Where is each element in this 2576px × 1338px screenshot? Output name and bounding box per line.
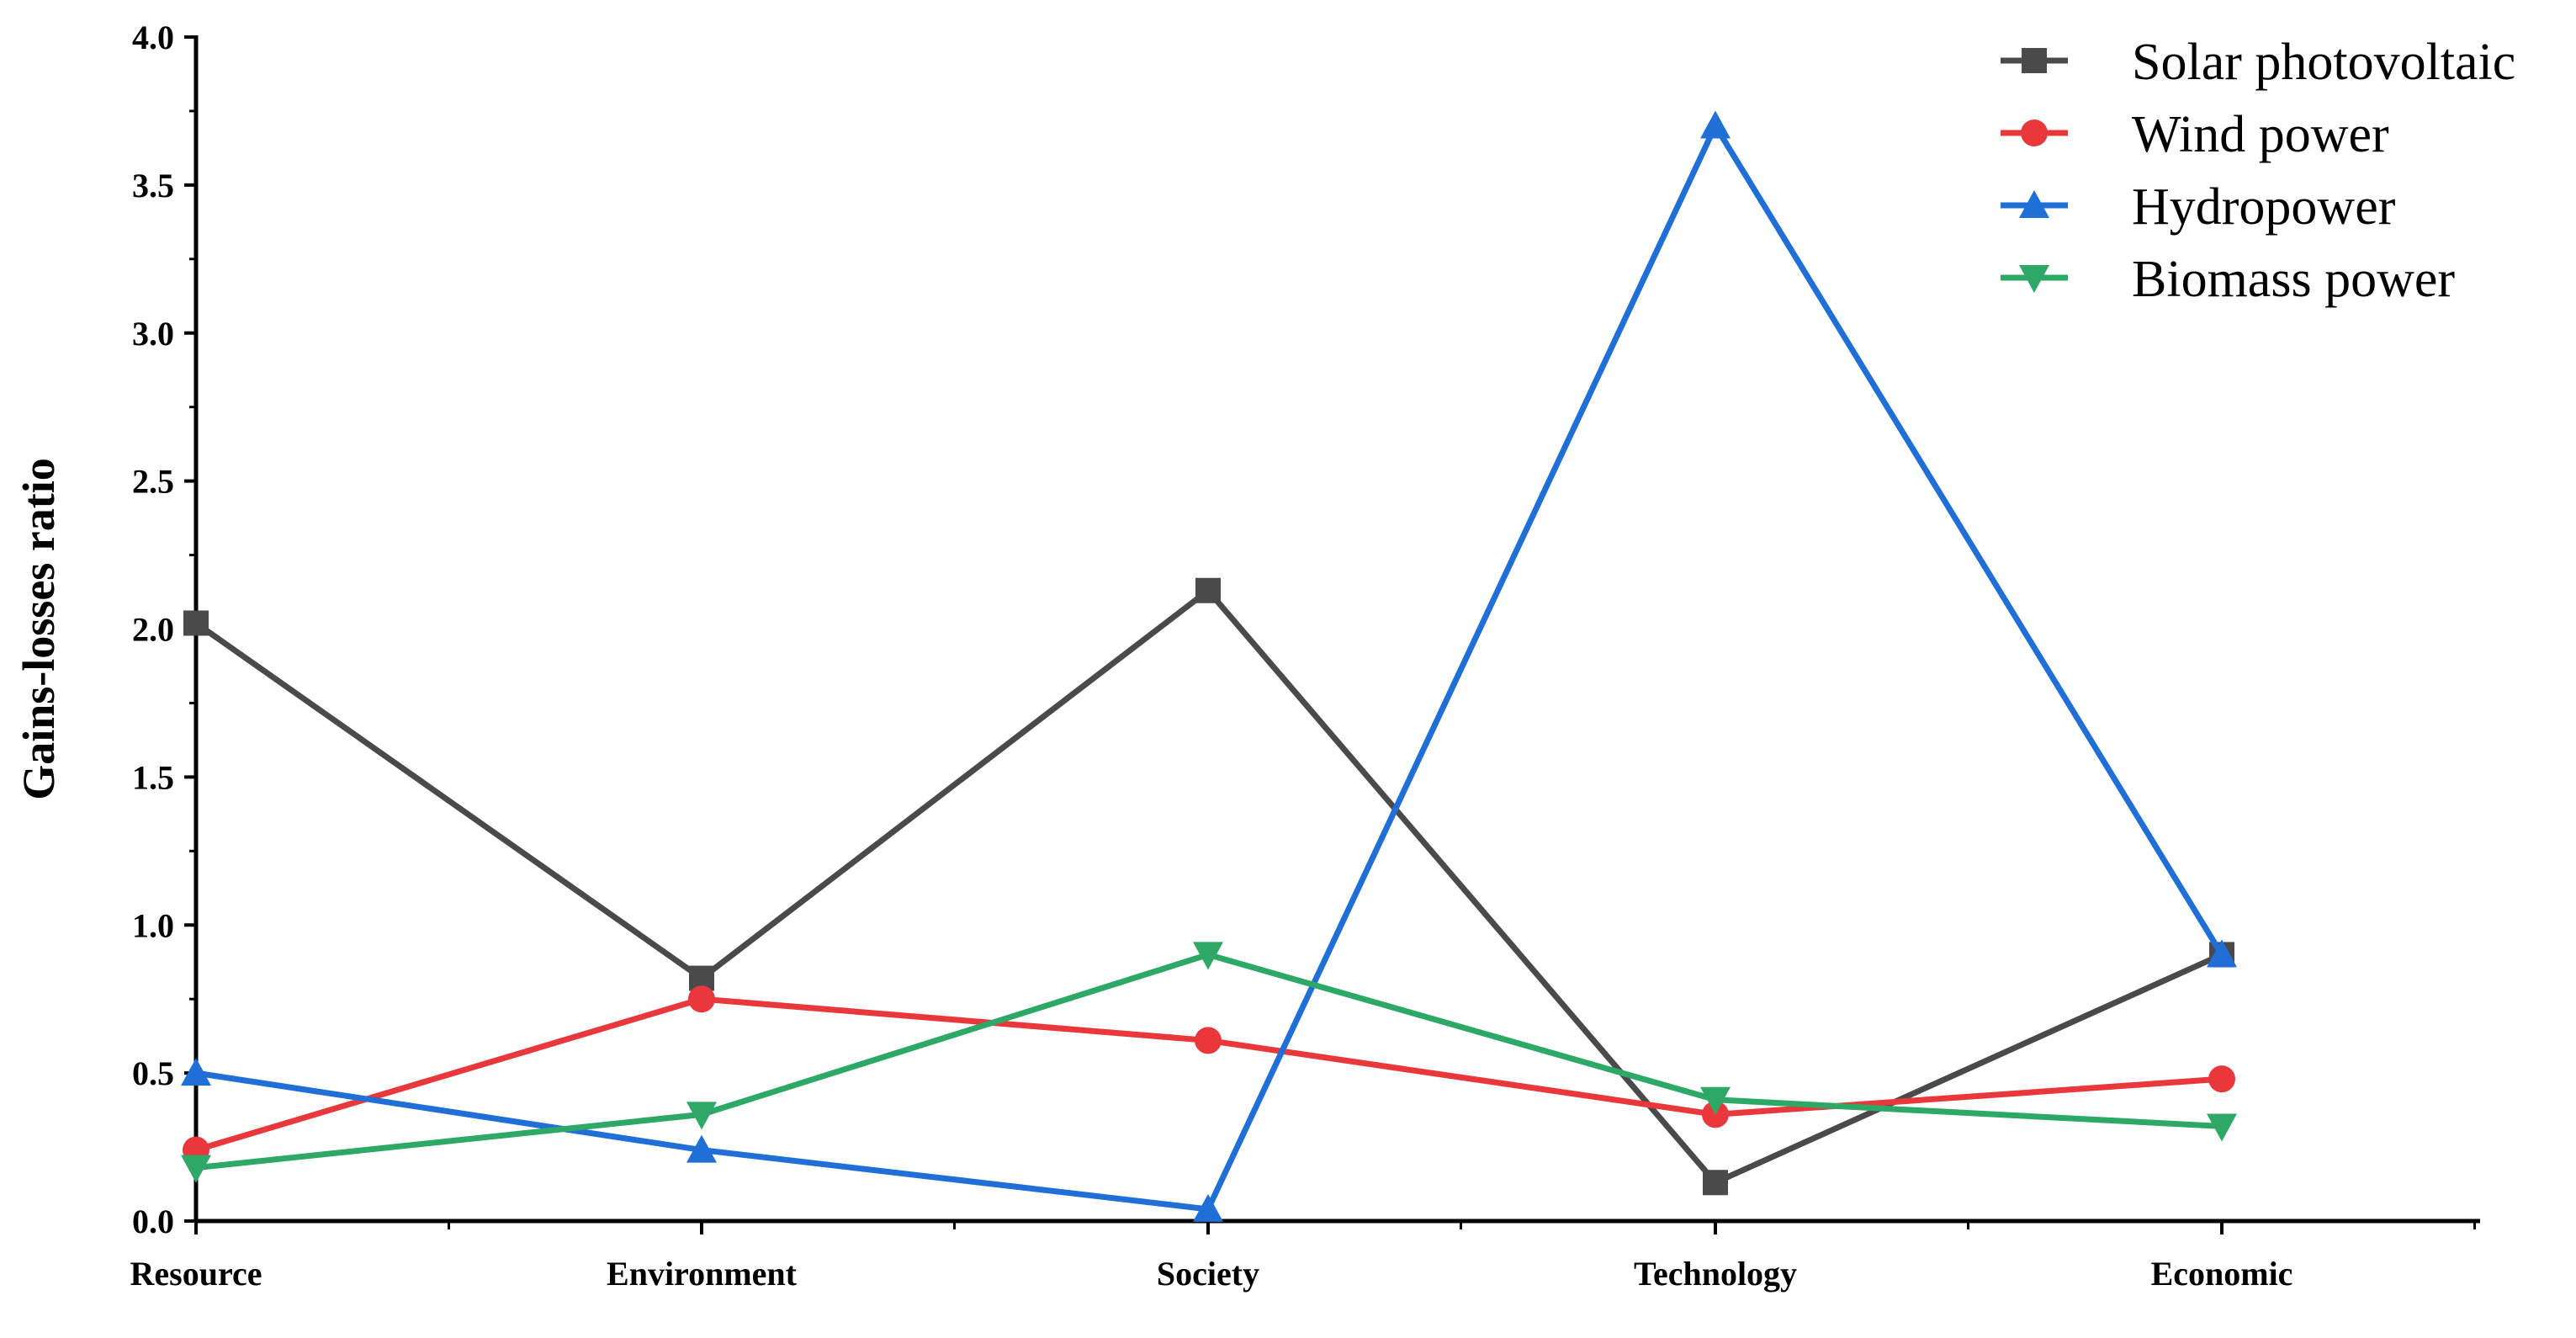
series-layer: [181, 110, 2237, 1222]
legend-label: Hydropower: [2132, 178, 2396, 236]
series-biomass-power: [181, 942, 2237, 1183]
y-tick-label: 2.0: [132, 611, 174, 649]
legend-label: Biomass power: [2132, 251, 2455, 308]
data-point-hydropower: [181, 1058, 211, 1086]
x-axis-ticks: Resource Environment Society Technology Econ…: [130, 1221, 2476, 1293]
legend-marker: [2019, 265, 2049, 293]
y-tick-label: 4.0: [132, 19, 174, 56]
y-tick-label: 0.0: [132, 1203, 174, 1240]
x-tick-label: Environment: [607, 1255, 798, 1293]
y-tick-label: 1.5: [132, 758, 174, 796]
data-point-hydropower: [686, 1134, 717, 1163]
legend: Solar photovoltaic Wind power Hydropower Bi…: [2001, 34, 2515, 308]
data-point-wind-power: [1195, 1027, 1222, 1054]
x-tick-label: Resource: [130, 1255, 262, 1293]
data-point-biomass-power: [686, 1102, 717, 1130]
y-tick-label: 0.5: [132, 1054, 174, 1092]
data-point-biomass-power: [1700, 1086, 1731, 1115]
x-tick-label: Technology: [1634, 1255, 1797, 1293]
x-tick-label: Economic: [2151, 1255, 2293, 1293]
y-tick-label: 3.5: [132, 167, 174, 204]
data-point-biomass-power: [181, 1155, 211, 1183]
y-tick-label: 2.5: [132, 463, 174, 501]
y-tick-label: 1.0: [132, 906, 174, 944]
legend-marker: [2022, 48, 2047, 73]
legend-item-solar-photovoltaic: Solar photovoltaic: [2001, 34, 2515, 91]
data-point-wind-power: [2208, 1065, 2235, 1093]
series-hydropower: [181, 110, 2237, 1222]
data-point-hydropower: [2207, 939, 2237, 968]
legend-marker: [2019, 190, 2049, 218]
legend-item-hydropower: Hydropower: [2001, 178, 2396, 236]
x-tick-label: Society: [1157, 1255, 1259, 1293]
legend-label: Solar photovoltaic: [2132, 34, 2515, 91]
data-point-hydropower: [1700, 110, 1731, 139]
legend-marker: [2021, 119, 2048, 146]
data-point-hydropower: [1193, 1193, 1223, 1222]
data-point-wind-power: [688, 985, 715, 1013]
series-line-solar-photovoltaic: [193, 586, 2224, 1187]
legend-item-biomass-power: Biomass power: [2001, 251, 2455, 308]
data-point-biomass-power: [2207, 1113, 2237, 1142]
data-point-solar-photovoltaic: [183, 610, 209, 636]
series-line-wind-power: [194, 996, 2223, 1153]
legend-item-wind-power: Wind power: [2001, 106, 2389, 163]
legend-label: Wind power: [2132, 106, 2389, 163]
y-axis-title: Gains-losses ratio: [13, 458, 64, 800]
data-point-solar-photovoltaic: [1703, 1170, 1728, 1196]
y-tick-label: 3.0: [132, 315, 174, 353]
data-point-solar-photovoltaic: [1195, 577, 1221, 603]
data-point-biomass-power: [1193, 942, 1223, 970]
